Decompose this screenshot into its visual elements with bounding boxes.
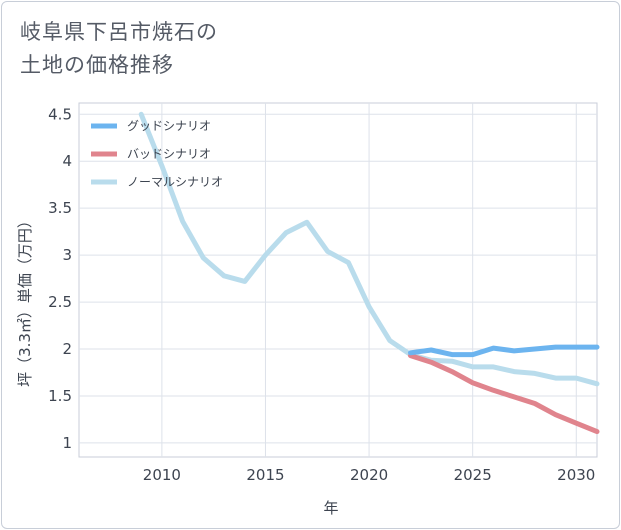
series-lines <box>138 111 600 435</box>
series-line-2 <box>138 111 600 387</box>
y-axis-title: 坪（3.3㎡）単価（万円） <box>16 213 34 387</box>
y-tick-label: 4 <box>62 152 72 170</box>
series-line-1 <box>408 353 600 435</box>
legend-label: グッドシナリオ <box>127 119 211 133</box>
legend-label: バッドシナリオ <box>127 147 211 161</box>
legend-label: ノーマルシナリオ <box>127 175 223 189</box>
y-tick-label: 1 <box>62 434 72 452</box>
x-tick-label: 2025 <box>454 466 492 484</box>
y-tick-label: 1.5 <box>48 387 72 405</box>
tick-labels: 1 1.5 2 2.5 3 3.5 4 4.5 2010 2015 2020 2025 2030 <box>48 105 595 484</box>
x-axis-title: 年 <box>323 499 338 517</box>
x-tick-label: 2010 <box>143 466 181 484</box>
y-tick-label: 2.5 <box>48 293 72 311</box>
y-tick-label: 4.5 <box>48 105 72 123</box>
x-tick-label: 2030 <box>557 466 595 484</box>
chart-title: 岐阜県下呂市焼石の 土地の価格推移 <box>20 16 218 82</box>
y-tick-label: 3 <box>62 246 72 264</box>
y-tick-label: 3.5 <box>48 199 72 217</box>
chart-title-line-2: 土地の価格推移 <box>20 53 174 77</box>
series-line-0 <box>408 344 600 358</box>
chart-title-line-1: 岐阜県下呂市焼石の <box>20 20 218 44</box>
y-tick-label: 2 <box>62 340 72 358</box>
x-tick-label: 2020 <box>350 466 388 484</box>
x-tick-label: 2015 <box>246 466 284 484</box>
